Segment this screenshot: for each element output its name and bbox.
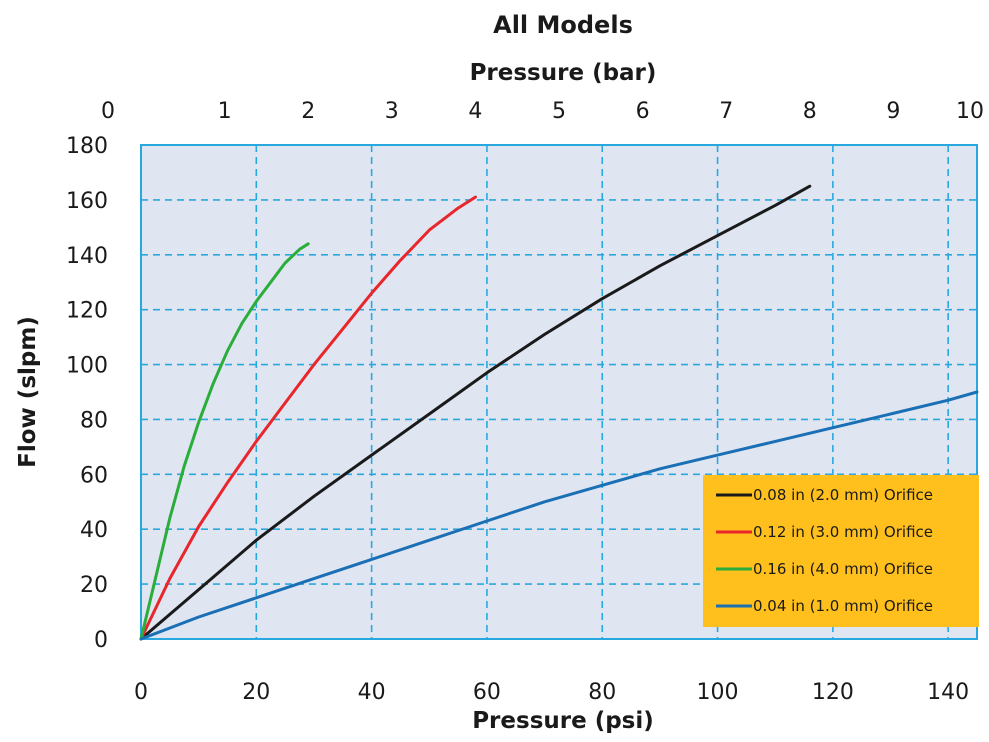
- x-tick-label-6: 120: [812, 680, 854, 705]
- x2-tick-label-9: 9: [886, 99, 900, 124]
- x2-tick-label-0: 0: [101, 99, 115, 124]
- top-axis-title: Pressure (bar): [470, 60, 657, 86]
- x-tick-label-3: 60: [473, 680, 501, 705]
- y-tick-label-8: 160: [66, 189, 108, 214]
- x2-tick-label-1: 1: [218, 99, 232, 124]
- y-tick-label-6: 120: [66, 299, 108, 324]
- legend-label-2: 0.16 in (4.0 mm) Orifice: [753, 560, 933, 578]
- chart-title: All Models: [493, 11, 633, 39]
- legend-label-3: 0.04 in (1.0 mm) Orifice: [753, 597, 933, 615]
- x2-tick-label-2: 2: [301, 99, 315, 124]
- series-group: [139, 184, 979, 641]
- x-tick-label-2: 40: [358, 680, 386, 705]
- y-tick-label-4: 80: [80, 408, 108, 433]
- x2-tick-label-7: 7: [719, 99, 733, 124]
- x2-tick-label-6: 6: [636, 99, 650, 124]
- bottom-axis-title: Pressure (psi): [472, 708, 654, 734]
- y-tick-label-0: 0: [94, 628, 108, 653]
- legend-box: [703, 475, 979, 627]
- y-tick-label-2: 40: [80, 518, 108, 543]
- series-line-1: [139, 195, 477, 641]
- x2-tick-label-5: 5: [552, 99, 566, 124]
- x2-tick-label-10: 10: [956, 99, 984, 124]
- y-tick-label-9: 180: [66, 134, 108, 159]
- y-tick-label-1: 20: [80, 573, 108, 598]
- y-tick-label-3: 60: [80, 463, 108, 488]
- x-tick-label-4: 80: [588, 680, 616, 705]
- x2-tick-label-3: 3: [385, 99, 399, 124]
- x-tick-label-5: 100: [697, 680, 739, 705]
- legend-label-0: 0.08 in (2.0 mm) Orifice: [753, 486, 933, 504]
- series-line-2: [139, 242, 310, 641]
- x-tick-label-1: 20: [242, 680, 270, 705]
- series-line-0: [139, 184, 812, 641]
- x2-tick-label-8: 8: [803, 99, 817, 124]
- legend: 0.08 in (2.0 mm) Orifice 0.12 in (3.0 mm)…: [703, 475, 979, 627]
- y-axis-title: Flow (slpm): [15, 316, 41, 468]
- series-line-3: [139, 390, 979, 641]
- y-tick-label-7: 140: [66, 244, 108, 269]
- x-tick-label-7: 140: [927, 680, 969, 705]
- x-tick-label-0: 0: [134, 680, 148, 705]
- y-tick-label-5: 100: [66, 354, 108, 379]
- legend-label-1: 0.12 in (3.0 mm) Orifice: [753, 523, 933, 541]
- x2-tick-label-4: 4: [468, 99, 482, 124]
